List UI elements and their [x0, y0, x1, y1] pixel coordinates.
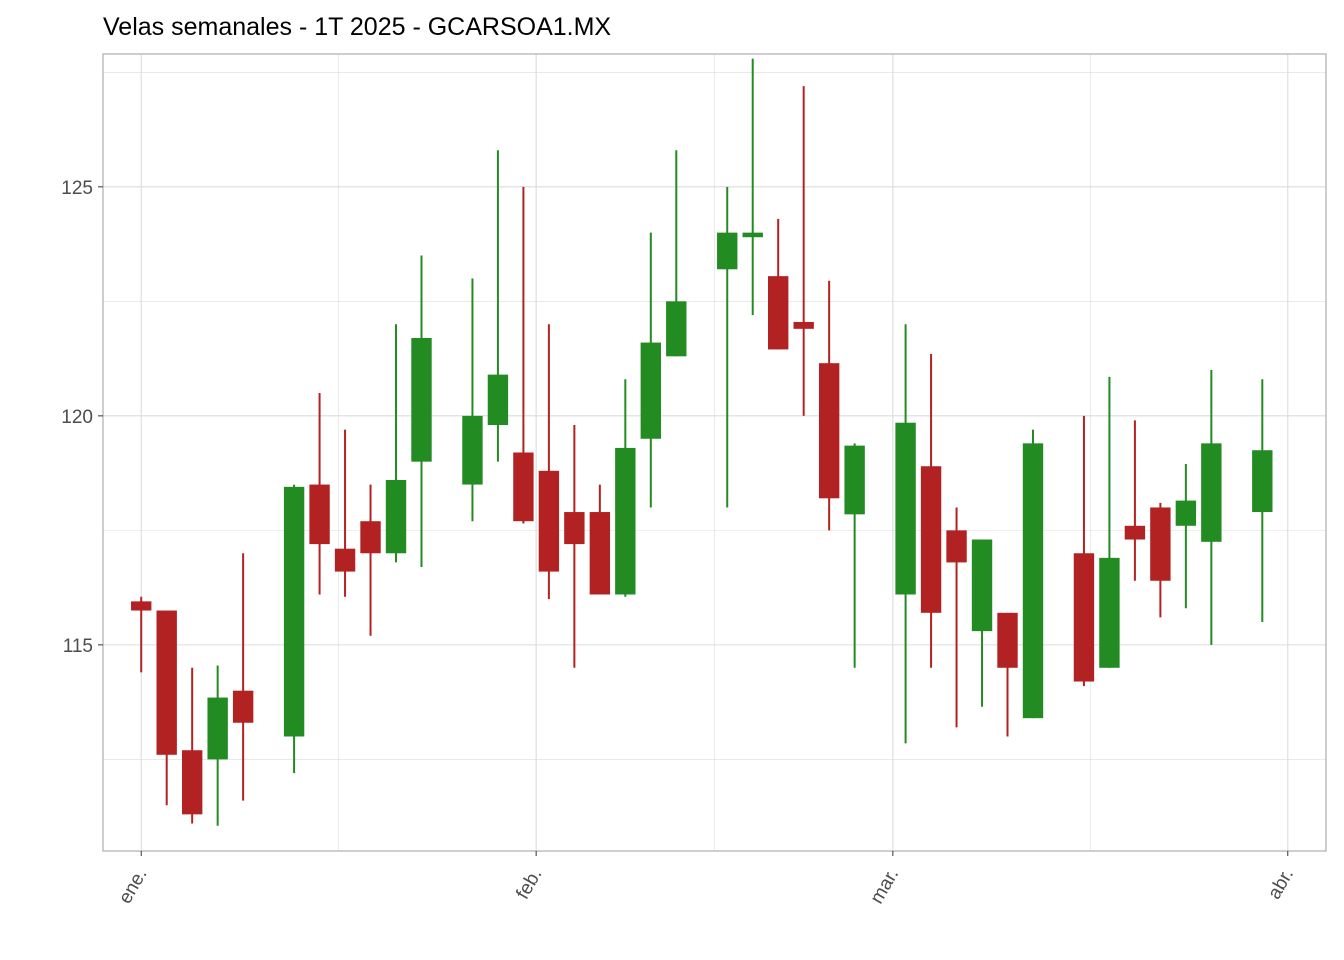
candle-body — [1175, 500, 1197, 526]
x-tick-label: mar. — [867, 865, 904, 908]
candle-body — [1201, 443, 1222, 542]
candle-body — [207, 697, 228, 760]
candle-body — [920, 466, 942, 613]
candle-body — [1073, 553, 1095, 682]
candle-body — [1022, 443, 1044, 719]
candle-body — [131, 601, 152, 611]
x-tick-label: feb. — [512, 865, 546, 903]
y-tick-label: 115 — [63, 636, 93, 657]
candle-down — [334, 429, 356, 597]
candle-up — [1022, 429, 1044, 719]
candle-down — [360, 484, 381, 636]
candle-down — [1124, 420, 1146, 581]
candle-body — [564, 512, 585, 545]
candle-body — [742, 232, 763, 238]
candle-down — [513, 186, 534, 524]
candle-body — [946, 530, 967, 563]
candle-up — [411, 255, 432, 568]
candle-up — [1175, 463, 1197, 609]
candle-up — [895, 324, 916, 744]
candle-body — [385, 479, 407, 554]
candle-up — [1099, 376, 1120, 668]
candle-down — [589, 484, 611, 595]
grid-lines — [103, 54, 1326, 851]
candles — [131, 58, 1273, 826]
candle-body — [640, 342, 661, 439]
candle-down — [232, 553, 254, 801]
candle-body — [895, 422, 916, 595]
candle-up — [717, 186, 738, 508]
candle-down — [538, 324, 560, 600]
y-tick-label: 125 — [61, 178, 93, 199]
candle-down — [793, 86, 814, 416]
candle-down — [946, 507, 967, 728]
candle-down — [768, 218, 789, 350]
candle-body — [793, 321, 814, 329]
candle-up — [640, 232, 661, 508]
candle-up — [385, 324, 407, 563]
candle-body — [283, 486, 305, 737]
x-tick-label: abr. — [1264, 865, 1298, 903]
candle-body — [1252, 450, 1273, 513]
candle-body — [717, 232, 738, 270]
chart-title: Velas semanales - 1T 2025 - GCARSOA1.MX — [103, 13, 611, 41]
candle-down — [818, 280, 840, 531]
candle-body — [487, 374, 509, 426]
candle-up — [971, 539, 993, 707]
candle-body — [844, 445, 865, 515]
candle-body — [360, 521, 381, 554]
candle-down — [156, 610, 177, 806]
candle-up — [207, 665, 228, 826]
candle-up — [666, 150, 687, 357]
candle-body — [334, 548, 356, 572]
y-tick-label: 120 — [61, 407, 93, 428]
plot-panel-border — [102, 53, 1327, 852]
x-tick-label: ene. — [115, 865, 152, 908]
candle-body — [768, 276, 789, 350]
candle-down — [564, 425, 585, 668]
candle-body — [309, 484, 330, 545]
candle-body — [411, 337, 432, 462]
candle-up — [615, 379, 636, 597]
candle-body — [232, 690, 254, 723]
candle-down — [309, 392, 330, 595]
candle-body — [1124, 525, 1146, 540]
candle-body — [971, 539, 993, 632]
candle-body — [589, 512, 611, 595]
candle-down — [997, 612, 1018, 737]
candle-down — [131, 596, 152, 673]
candle-body — [997, 612, 1018, 668]
candle-up — [742, 58, 763, 316]
candle-up — [462, 278, 483, 522]
candle-body — [666, 301, 687, 357]
candle-down — [181, 667, 203, 824]
candle-down — [1150, 502, 1171, 618]
candle-body — [615, 447, 636, 595]
candle-down — [1073, 415, 1095, 687]
candle-up — [1252, 379, 1273, 622]
candle-up — [1201, 370, 1222, 645]
candle-body — [1150, 507, 1171, 581]
candle-up — [844, 443, 865, 668]
candle-down — [920, 354, 942, 668]
candle-up — [283, 484, 305, 774]
candle-body — [1099, 557, 1120, 668]
candle-body — [181, 750, 203, 815]
candle-body — [818, 363, 840, 499]
candle-up — [487, 150, 509, 462]
candle-body — [156, 610, 177, 755]
candle-body — [538, 470, 560, 572]
candle-body — [462, 415, 483, 485]
candle-body — [513, 452, 534, 522]
